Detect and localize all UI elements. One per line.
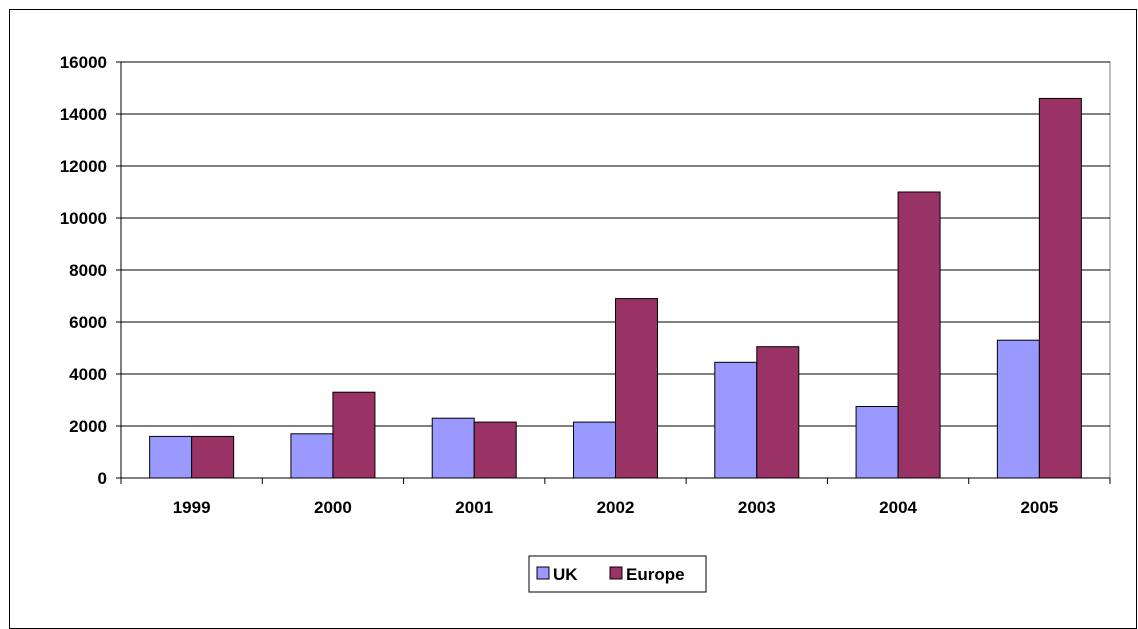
bar-europe-2003	[756, 346, 800, 479]
y-tick-label: 10000	[60, 209, 107, 228]
legend: UK Europe	[528, 555, 707, 593]
y-tick-label: 16000	[60, 53, 107, 72]
x-tick-label: 2005	[1020, 498, 1058, 517]
y-tick-label: 2000	[69, 417, 107, 436]
bar-uk-2000	[290, 433, 334, 479]
x-tick-label: 2003	[738, 498, 776, 517]
bar-europe-2005	[1038, 97, 1082, 479]
y-tick-label: 4000	[69, 365, 107, 384]
y-tick-label: 14000	[60, 105, 107, 124]
bar-uk-2001	[431, 417, 475, 479]
bar-europe-2004	[897, 191, 941, 479]
y-tick-labels: 0 2000 4000 6000 8000 10000 12000 14000 16000	[60, 53, 107, 488]
bar-uk-1999	[149, 435, 193, 479]
x-tick-label: 2004	[879, 498, 917, 517]
bar-uk-2003	[714, 361, 758, 479]
bar-chart: 0 2000 4000 6000 8000 10000 12000 14000 16000 19…	[60, 53, 1111, 593]
x-tick-label: 2001	[455, 498, 493, 517]
legend-swatch-europe	[609, 566, 623, 580]
bar-uk-2004	[855, 406, 899, 479]
y-tick-label: 12000	[60, 157, 107, 176]
legend-box	[528, 555, 707, 593]
chart-frame	[9, 9, 1137, 629]
bar-europe-2001	[473, 421, 517, 479]
x-tick-label: 2002	[597, 498, 635, 517]
legend-label-uk: UK	[553, 565, 578, 584]
bar-europe-1999	[191, 435, 235, 479]
bars	[149, 97, 1082, 479]
bar-europe-2002	[615, 298, 658, 479]
bar-europe-2000	[332, 391, 376, 479]
legend-label-europe: Europe	[626, 565, 685, 584]
axes	[116, 61, 1111, 484]
y-tick-label: 0	[98, 469, 107, 488]
x-tick-label: 1999	[173, 498, 211, 517]
x-tick-label: 2000	[314, 498, 352, 517]
x-tick-labels: 1999 2000 2001 2002 2003 2004 2005	[173, 498, 1059, 517]
legend-swatch-uk	[536, 566, 550, 580]
bar-uk-2002	[573, 421, 616, 479]
y-tick-label: 6000	[69, 313, 107, 332]
bar-uk-2005	[996, 339, 1040, 479]
y-tick-label: 8000	[69, 261, 107, 280]
